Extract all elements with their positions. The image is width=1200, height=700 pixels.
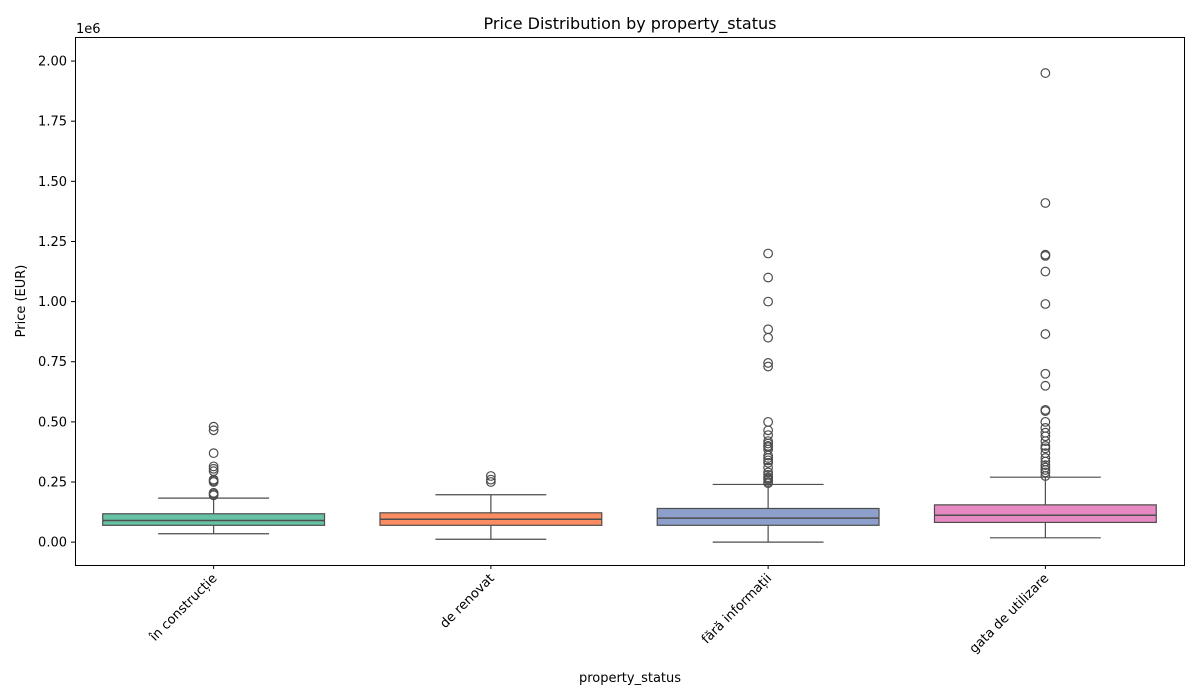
outlier-point [208, 466, 219, 477]
box-group [656, 248, 880, 543]
outlier-point [1040, 198, 1051, 208]
outlier-point [763, 248, 774, 259]
chart-title: Price Distribution by property_status [484, 14, 777, 34]
outlier-point [763, 441, 774, 451]
outlier-point [1040, 249, 1051, 260]
y-axis: 0.00 0.25 0.50 0.75 1.00 1.25 1.50 1.75 2.00 [38, 55, 75, 551]
x-tick-label: de renovat [437, 571, 497, 631]
outlier-point [208, 421, 219, 432]
outlier-point [1040, 368, 1051, 379]
outlier-point [1040, 416, 1051, 427]
outlier-point [1040, 404, 1051, 415]
outlier-point [1040, 453, 1051, 463]
box-group [933, 68, 1157, 539]
plot-frame [75, 37, 1185, 566]
y-tick-label: 1.25 [38, 235, 67, 250]
outlier-point [1040, 443, 1051, 454]
outlier-point [485, 474, 496, 485]
outlier-point [1040, 299, 1051, 309]
outlier-point [763, 332, 774, 343]
y-tick-label: 2.00 [38, 55, 67, 70]
y-tick-label: 0.75 [38, 355, 67, 370]
x-axis-label: property_status [579, 671, 681, 686]
outlier-point [1040, 329, 1051, 339]
outlier-point [763, 455, 774, 466]
iqr-box [102, 513, 326, 526]
y-tick-label: 1.50 [38, 175, 67, 190]
outlier-point [763, 469, 774, 480]
outlier-point [763, 472, 774, 483]
x-tick-label: în construcție [146, 571, 220, 645]
y-tick-label: 0.00 [38, 536, 67, 551]
y-tick-label: 0.25 [38, 476, 67, 491]
outlier-point [763, 296, 774, 307]
outlier-point [763, 467, 774, 478]
outlier-point [763, 462, 774, 473]
outlier-point [1040, 467, 1051, 478]
box-group [379, 471, 603, 540]
x-tick-label: gata de utilizare [967, 571, 1052, 656]
outlier-point [208, 448, 219, 459]
plot-area [102, 68, 1157, 543]
iqr-box [656, 507, 880, 526]
x-tick-label: fără informații [699, 571, 775, 647]
outlier-point [208, 487, 219, 498]
outlier-point [763, 416, 774, 427]
iqr-box [933, 504, 1157, 524]
y-tick-label: 1.75 [38, 115, 67, 130]
outlier-point [763, 361, 774, 372]
y-tick-label: 0.50 [38, 415, 67, 430]
outlier-point [1040, 266, 1051, 277]
x-axis: în construcție de renovat fără informații g… [146, 565, 1052, 657]
outlier-point [1040, 422, 1051, 433]
outlier-point [485, 471, 496, 481]
outlier-point [763, 436, 774, 447]
outlier-point [763, 272, 774, 283]
outlier-point [1040, 462, 1051, 473]
outlier-point [1040, 441, 1051, 451]
outlier-point [208, 463, 219, 474]
y-axis-label: Price (EUR) [14, 265, 29, 338]
y-tick-label: 1.00 [38, 295, 67, 310]
outlier-point [485, 477, 496, 487]
outlier-point [1040, 460, 1051, 471]
outlier-point [1040, 427, 1051, 438]
outlier-point [763, 358, 774, 368]
outlier-point [1040, 380, 1051, 391]
box-group [102, 421, 326, 535]
outlier-point [763, 430, 774, 441]
outlier-point [208, 461, 219, 472]
outlier-point [1040, 68, 1051, 78]
outlier-point [208, 425, 219, 436]
outlier-point [763, 457, 774, 468]
y-offset-label: 1e6 [76, 22, 101, 37]
outlier-point [763, 477, 774, 487]
outlier-point [763, 324, 774, 335]
outlier-point [1040, 448, 1051, 459]
